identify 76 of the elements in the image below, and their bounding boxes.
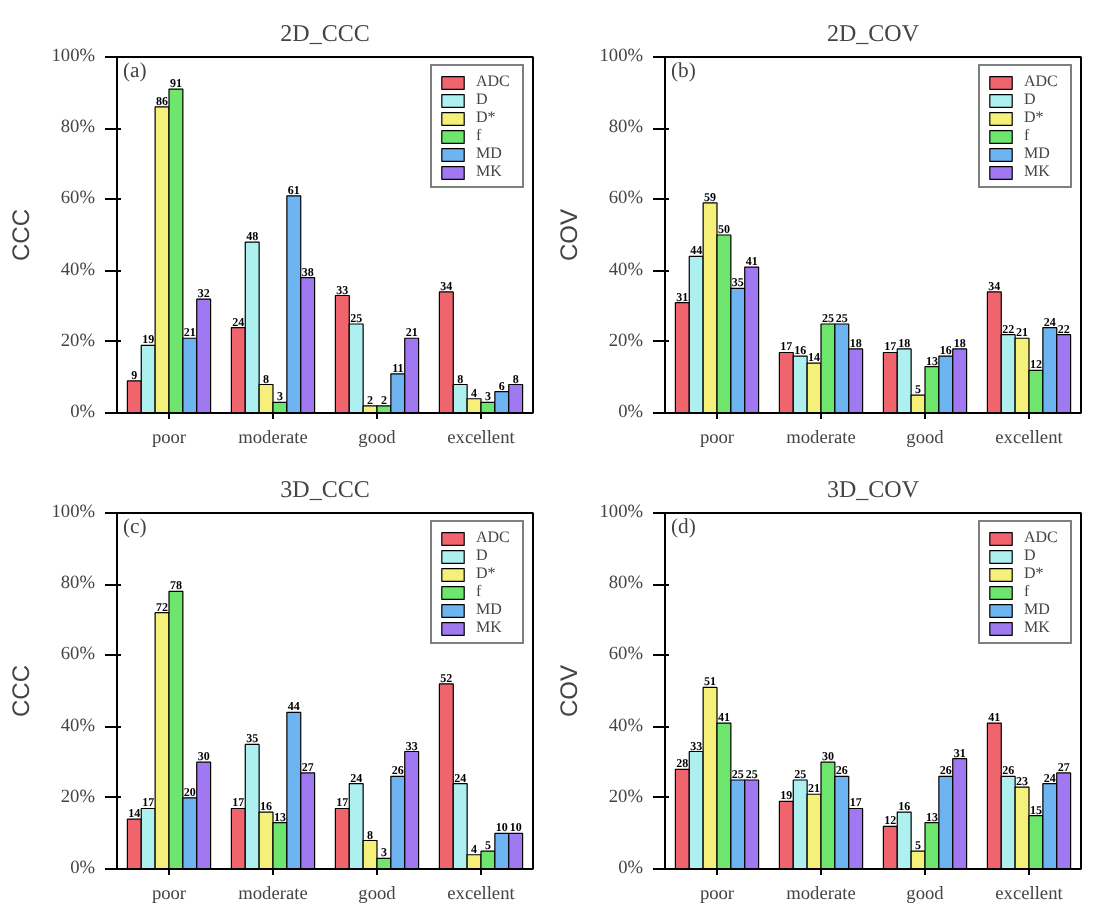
legend-label: D: [1024, 546, 1038, 564]
legend-label: D: [476, 546, 490, 564]
legend-label: D*: [1024, 564, 1046, 582]
x-tick-label: poor: [699, 885, 736, 905]
legend-label: MK: [1024, 162, 1052, 180]
annotation: (a): [123, 61, 148, 83]
legend-label: MK: [476, 618, 504, 636]
legend-label: D*: [476, 108, 498, 126]
y-tick-label: 80%: [60, 118, 96, 139]
legend-label: ADC: [1024, 72, 1060, 90]
legend-label: D*: [1024, 108, 1046, 126]
y-tick-label: 100%: [51, 503, 96, 523]
y-tick-label: 20%: [60, 331, 96, 352]
x-tick-label: moderate: [238, 885, 308, 905]
y-axis-title: COV: [555, 208, 584, 261]
x-tick-label: excellent: [995, 885, 1064, 905]
y-tick-label: 40%: [60, 716, 96, 737]
x-tick-label: good: [358, 885, 397, 905]
annotation: (c): [123, 517, 148, 539]
legend-label: MK: [476, 162, 504, 180]
legend-label: MK: [1024, 618, 1052, 636]
x-tick-label: excellent: [447, 885, 516, 905]
legend-label: MD: [1024, 600, 1052, 618]
chart-title: 3D_CCC: [280, 475, 370, 503]
legend-label: MD: [1024, 144, 1052, 162]
x-tick-label: good: [906, 429, 945, 449]
y-tick-label: 60%: [60, 189, 96, 210]
y-axis-title: CCC: [7, 664, 36, 717]
x-tick-label: moderate: [786, 885, 856, 905]
x-tick-label: moderate: [238, 429, 308, 449]
y-tick-label: 0%: [70, 403, 96, 423]
y-tick-label: 60%: [608, 189, 644, 210]
annotation: (b): [671, 61, 697, 83]
x-tick-label: poor: [151, 429, 188, 449]
legend-label: D: [1024, 90, 1038, 108]
legend-label: f: [1024, 126, 1032, 144]
legend-label: ADC: [476, 528, 512, 546]
chart-title: 2D_COV: [827, 19, 920, 47]
y-tick-label: 40%: [60, 260, 96, 281]
legend-label: f: [476, 126, 484, 144]
y-axis-title: CCC: [7, 208, 36, 261]
y-tick-label: 0%: [618, 859, 644, 879]
y-tick-label: 0%: [618, 403, 644, 423]
y-tick-label: 80%: [608, 574, 644, 595]
y-tick-label: 0%: [70, 859, 96, 879]
x-tick-label: moderate: [786, 429, 856, 449]
y-tick-label: 100%: [599, 47, 644, 67]
y-tick-label: 80%: [60, 574, 96, 595]
x-tick-label: good: [358, 429, 397, 449]
x-tick-label: good: [906, 885, 945, 905]
annotation: (d): [671, 517, 697, 539]
x-tick-label: excellent: [447, 429, 516, 449]
y-tick-label: 20%: [608, 331, 644, 352]
legend-label: D*: [476, 564, 498, 582]
y-tick-label: 20%: [608, 787, 644, 808]
y-tick-label: 100%: [599, 503, 644, 523]
chart-title: 3D_COV: [827, 475, 920, 503]
legend-label: MD: [476, 600, 504, 618]
y-tick-label: 80%: [608, 118, 644, 139]
legend-label: ADC: [1024, 528, 1060, 546]
x-tick-label: excellent: [995, 429, 1064, 449]
x-tick-label: poor: [699, 429, 736, 449]
x-tick-label: poor: [151, 885, 188, 905]
legend-label: ADC: [476, 72, 512, 90]
y-axis-title: COV: [555, 664, 584, 717]
y-tick-label: 40%: [608, 260, 644, 281]
legend-label: f: [476, 582, 484, 600]
y-tick-label: 40%: [608, 716, 644, 737]
y-tick-label: 60%: [608, 645, 644, 666]
chart-title: 2D_CCC: [280, 19, 370, 47]
legend-label: D: [476, 90, 490, 108]
legend-label: MD: [476, 144, 504, 162]
y-tick-label: 20%: [60, 787, 96, 808]
y-tick-label: 100%: [51, 47, 96, 67]
y-tick-label: 60%: [60, 645, 96, 666]
legend-label: f: [1024, 582, 1032, 600]
